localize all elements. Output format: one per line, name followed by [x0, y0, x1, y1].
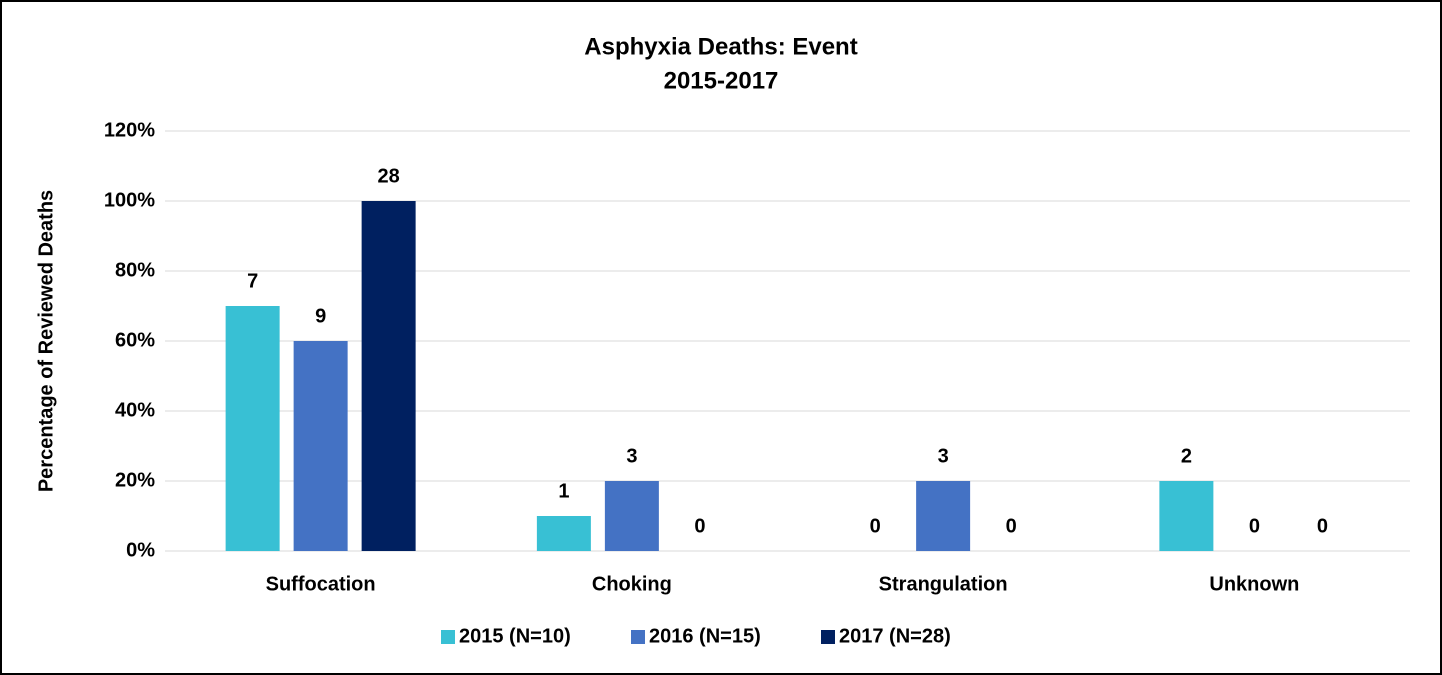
x-tick-label: Suffocation: [266, 573, 376, 595]
y-tick-label: 60%: [115, 329, 155, 351]
x-tick-label: Choking: [592, 573, 672, 595]
data-label: 7: [247, 270, 258, 292]
data-label: 3: [626, 445, 637, 467]
y-tick-label: 0%: [126, 539, 155, 561]
data-label: 0: [694, 515, 705, 537]
y-tick-label: 40%: [115, 399, 155, 421]
bar: [916, 481, 971, 551]
x-tick-label: Strangulation: [879, 573, 1008, 595]
y-axis-label: Percentage of Reviewed Deaths: [35, 190, 57, 492]
data-label: 3: [938, 445, 949, 467]
data-label: 1: [558, 480, 569, 502]
data-label: 2: [1181, 445, 1192, 467]
data-label: 9: [315, 305, 326, 327]
data-label: 0: [1006, 515, 1017, 537]
legend-swatch: [631, 630, 645, 644]
chart-title: Asphyxia Deaths: Event: [584, 33, 857, 60]
legend-label: 2017 (N=28): [839, 625, 951, 647]
y-tick-label: 80%: [115, 259, 155, 281]
legend-swatch: [441, 630, 455, 644]
y-tick-label: 100%: [104, 189, 155, 211]
legend-swatch: [821, 630, 835, 644]
data-label: 0: [870, 515, 881, 537]
legend-label: 2015 (N=10): [459, 625, 571, 647]
bar: [1159, 481, 1214, 551]
bar: [361, 201, 416, 551]
data-label: 0: [1317, 515, 1328, 537]
y-tick-label: 20%: [115, 469, 155, 491]
y-tick-label: 120%: [104, 119, 155, 141]
x-tick-label: Unknown: [1209, 573, 1299, 595]
bar: [293, 341, 348, 551]
legend-label: 2016 (N=15): [649, 625, 761, 647]
data-label: 0: [1249, 515, 1260, 537]
data-label: 28: [378, 165, 400, 187]
bar: [604, 481, 659, 551]
chart-subtitle: 2015-2017: [664, 67, 779, 94]
bar: [225, 306, 280, 551]
bar: [536, 516, 591, 551]
